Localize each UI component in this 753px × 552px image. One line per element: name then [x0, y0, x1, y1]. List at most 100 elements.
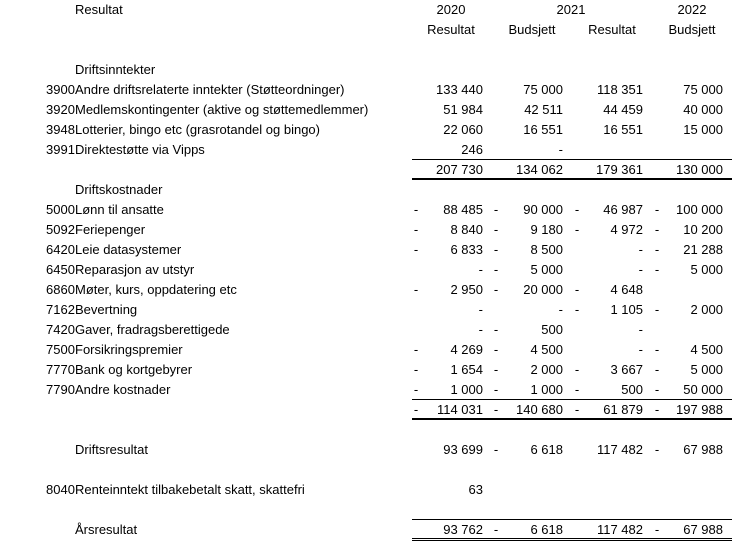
account-label: Gaver, fradragsberettigede [75, 322, 230, 337]
amount-cell: 207 730 [436, 162, 483, 177]
negative-sign: - [493, 222, 499, 237]
negative-sign: - [413, 222, 419, 237]
negative-sign: - [654, 262, 660, 277]
column-header: Budsjett [508, 22, 556, 37]
amount-cell: 75 000 [683, 82, 723, 97]
amount-cell: 44 459 [603, 102, 643, 117]
amount-cell: 179 361 [596, 162, 643, 177]
table-row: 7420 Gaver, fradragsberettigede - -500- [0, 320, 753, 340]
blank-row [0, 420, 753, 440]
account-code: 8040 [46, 482, 75, 497]
table-row: 3948 Lotterier, bingo etc (grasrotandel o… [0, 120, 753, 140]
divider-line [412, 178, 732, 180]
account-label: Feriepenger [75, 222, 146, 237]
account-label: Driftsresultat [75, 442, 148, 457]
negative-sign: - [654, 202, 660, 217]
amount-cell: 1 000 [530, 382, 563, 397]
negative-sign: - [654, 302, 660, 317]
amount-cell: 114 031 [436, 402, 483, 417]
negative-sign: - [574, 362, 580, 377]
account-label: Årsresultat [75, 522, 138, 537]
amount-cell: 5 000 [690, 362, 723, 377]
table-row: 7162 Bevertning - - -1 105-2 000 [0, 300, 753, 320]
amount-cell: 8 840 [450, 222, 483, 237]
amount-cell: 22 060 [443, 122, 483, 137]
amount-cell: 197 988 [676, 402, 723, 417]
negative-sign: - [654, 222, 660, 237]
account-code: 5092 [46, 222, 75, 237]
amount-cell: 75 000 [523, 82, 563, 97]
negative-sign: - [413, 202, 419, 217]
account-label: Bank og kortgebyrer [75, 362, 193, 377]
amount-cell: 67 988 [683, 442, 723, 457]
table-row: 6420 Leie datasystemer -6 833-8 500- -21 28… [0, 240, 753, 260]
negative-sign: - [493, 382, 499, 397]
account-label: Direktestøtte via Vipps [75, 142, 205, 157]
amount-cell: 20 000 [523, 282, 563, 297]
amount-cell: 117 482 [596, 442, 643, 457]
amount-cell: - [638, 242, 643, 257]
amount-cell: 21 288 [683, 242, 723, 257]
divider-line [412, 519, 732, 520]
negative-sign: - [493, 442, 499, 457]
amount-cell: - [638, 262, 643, 277]
account-label: Medlemskontingenter (aktive og støttemed… [75, 102, 369, 117]
amount-cell: 16 551 [523, 122, 563, 137]
negative-sign: - [413, 282, 419, 297]
blank-row [0, 500, 753, 520]
year-2021: 2021 [556, 2, 586, 17]
amount-cell: - [638, 342, 643, 357]
amount-cell: 4 269 [450, 342, 483, 357]
negative-sign: - [493, 262, 499, 277]
subtotal-row: -114 031-140 680-61 879-197 988 [0, 400, 753, 420]
amount-cell: 51 984 [443, 102, 483, 117]
amount-cell: - [558, 142, 563, 157]
amount-cell: 93 762 [443, 522, 483, 537]
account-label: Driftskostnader [75, 182, 163, 197]
account-label: Driftsinntekter [75, 62, 156, 77]
negative-sign: - [413, 402, 419, 417]
account-code: 7770 [46, 362, 75, 377]
account-code: 3991 [46, 142, 75, 157]
table-row: 7770 Bank og kortgebyrer -1 654-2 000-3 66… [0, 360, 753, 380]
account-label: Andre driftsrelaterte inntekter (Støtteo… [75, 82, 345, 97]
amount-cell: 118 351 [596, 82, 643, 97]
negative-sign: - [654, 362, 660, 377]
amount-cell: 2 950 [450, 282, 483, 297]
negative-sign: - [413, 362, 419, 377]
table-row: 6450 Reparasjon av utstyr - -5 000- -5 000 [0, 260, 753, 280]
account-code: 6450 [46, 262, 75, 277]
amount-cell: 67 988 [683, 522, 723, 537]
amount-cell: 100 000 [676, 202, 723, 217]
year-2022: 2022 [677, 2, 707, 17]
account-label: Leie datasystemer [75, 242, 182, 257]
amount-cell: 2 000 [690, 302, 723, 317]
amount-cell: 40 000 [683, 102, 723, 117]
amount-cell: 4 500 [690, 342, 723, 357]
header-row-years: Resultat 2020 2021 2022 [0, 0, 753, 20]
amount-cell: 134 062 [516, 162, 563, 177]
table-row: 5000 Lønn til ansatte -88 485-90 000-46 98… [0, 200, 753, 220]
table-row: 8040 Renteinntekt tilbakebetalt skatt, sk… [0, 480, 753, 500]
account-code: 6420 [46, 242, 75, 257]
amount-cell: 93 699 [443, 442, 483, 457]
amount-cell: 1 000 [450, 382, 483, 397]
amount-cell: 6 618 [530, 522, 563, 537]
amount-cell: - [558, 302, 563, 317]
negative-sign: - [654, 442, 660, 457]
amount-cell: 6 833 [450, 242, 483, 257]
account-code: 7162 [46, 302, 75, 317]
amount-cell: 50 000 [683, 382, 723, 397]
amount-cell: 88 485 [443, 202, 483, 217]
table-row: Driftskostnader [0, 180, 753, 200]
sheet-title: Resultat [75, 2, 123, 17]
account-code: 5000 [46, 202, 75, 217]
amount-cell: 5 000 [690, 262, 723, 277]
amount-cell: 10 200 [683, 222, 723, 237]
account-code: 3900 [46, 82, 75, 97]
amount-cell: 4 972 [610, 222, 643, 237]
column-header: Budsjett [668, 22, 716, 37]
amount-cell: 61 879 [603, 402, 643, 417]
column-header: Resultat [427, 22, 475, 37]
amount-cell: 8 500 [530, 242, 563, 257]
